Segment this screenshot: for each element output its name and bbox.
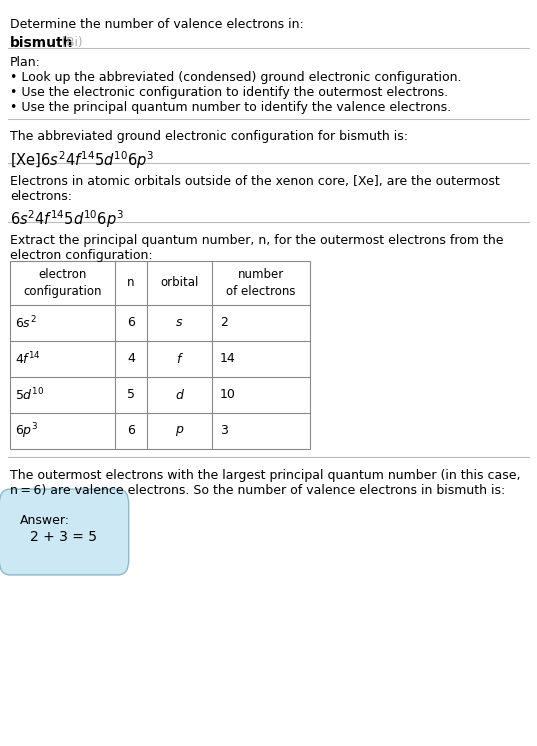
Text: • Use the principal quantum number to identify the valence electrons.: • Use the principal quantum number to id… bbox=[10, 101, 451, 114]
Text: • Use the electronic configuration to identify the outermost electrons.: • Use the electronic configuration to id… bbox=[10, 86, 448, 99]
Text: electron
configuration: electron configuration bbox=[23, 269, 101, 298]
Text: orbital: orbital bbox=[161, 277, 199, 289]
Text: $s$: $s$ bbox=[176, 316, 184, 330]
Text: • Look up the abbreviated (condensed) ground electronic configuration.: • Look up the abbreviated (condensed) gr… bbox=[10, 71, 461, 84]
Text: n: n bbox=[127, 277, 135, 289]
Text: number
of electrons: number of electrons bbox=[226, 269, 296, 298]
Text: (Bi): (Bi) bbox=[58, 36, 83, 49]
Text: 6$s^2$4$f^{14}$5$d^{10}$6$p^3$: 6$s^2$4$f^{14}$5$d^{10}$6$p^3$ bbox=[10, 208, 124, 230]
Text: electron configuration:: electron configuration: bbox=[10, 249, 153, 262]
Text: The abbreviated ground electronic configuration for bismuth is:: The abbreviated ground electronic config… bbox=[10, 130, 408, 143]
Text: 14: 14 bbox=[220, 353, 236, 366]
FancyBboxPatch shape bbox=[0, 489, 129, 575]
Text: 2: 2 bbox=[220, 316, 228, 330]
Text: electrons:: electrons: bbox=[10, 190, 72, 203]
Text: 6: 6 bbox=[127, 424, 135, 437]
Text: 6$s^2$: 6$s^2$ bbox=[15, 315, 37, 331]
Text: 5: 5 bbox=[127, 389, 135, 401]
Bar bbox=[10, 261, 310, 449]
Text: 2 + 3 = 5: 2 + 3 = 5 bbox=[31, 530, 98, 544]
Text: 4: 4 bbox=[127, 353, 135, 366]
Text: Answer:: Answer: bbox=[20, 514, 70, 527]
Text: $f$: $f$ bbox=[176, 352, 184, 366]
Text: Extract the principal quantum number, n, for the outermost electrons from the: Extract the principal quantum number, n,… bbox=[10, 234, 504, 247]
Text: [Xe]6$s^2$4$f^{14}$5$d^{10}$6$p^3$: [Xe]6$s^2$4$f^{14}$5$d^{10}$6$p^3$ bbox=[10, 149, 154, 171]
Text: Determine the number of valence electrons in:: Determine the number of valence electron… bbox=[10, 18, 304, 31]
Text: 10: 10 bbox=[220, 389, 236, 401]
Text: 3: 3 bbox=[220, 424, 228, 437]
Text: 5$d^{10}$: 5$d^{10}$ bbox=[15, 386, 45, 404]
Text: 4$f^{14}$: 4$f^{14}$ bbox=[15, 351, 41, 367]
Text: The outermost electrons with the largest principal quantum number (in this case,: The outermost electrons with the largest… bbox=[10, 469, 520, 482]
Text: n = 6) are valence electrons. So the number of valence electrons in bismuth is:: n = 6) are valence electrons. So the num… bbox=[10, 484, 505, 497]
Text: Plan:: Plan: bbox=[10, 56, 41, 69]
Text: 6$p^3$: 6$p^3$ bbox=[15, 421, 38, 441]
Text: bismuth: bismuth bbox=[10, 36, 74, 50]
Text: $d$: $d$ bbox=[175, 388, 185, 402]
Text: $p$: $p$ bbox=[175, 424, 184, 438]
Text: Electrons in atomic orbitals outside of the xenon core, [Xe], are the outermost: Electrons in atomic orbitals outside of … bbox=[10, 175, 500, 188]
Text: 6: 6 bbox=[127, 316, 135, 330]
